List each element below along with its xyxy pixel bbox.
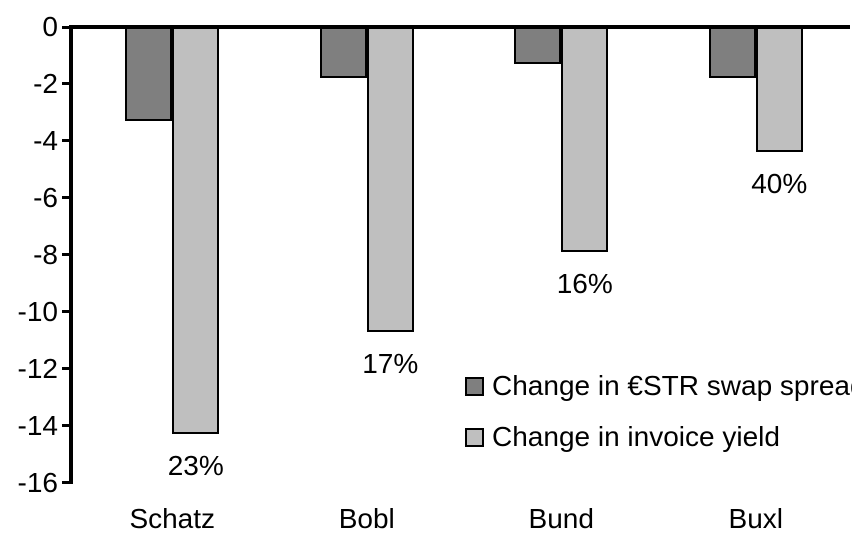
y-axis-tick [62,25,69,29]
y-axis-tick [62,139,69,143]
y-axis-tick-label: -2 [33,67,58,99]
y-axis-tick [62,424,69,428]
y-axis-tick [62,367,69,371]
bar-buxl-invoice-yield [755,27,803,153]
legend-swatch-swap-spread-icon [465,376,484,396]
legend-label-invoice-yield: Change in invoice yield [492,421,780,452]
zero-axis-line [69,25,850,29]
y-axis-tick-label: -6 [33,181,58,213]
category-label-bund: Bund [528,503,594,534]
y-axis-tick-label: -12 [17,352,58,384]
bar-bund-swap-spread [514,27,562,65]
y-axis-tick-label: 0 [42,11,58,42]
bar-value-label-bobl: 17% [362,347,419,379]
y-axis-tick-label: -16 [17,466,58,498]
category-label-bobl: Bobl [338,503,395,534]
bar-value-label-bund: 16% [556,267,613,299]
y-axis-tick [62,481,69,485]
y-axis-tick-label: -14 [17,409,58,441]
y-axis-line [69,25,73,485]
legend-item-invoice-yield: Change in invoice yield [465,423,852,451]
legend: Change in €STR swap spread Change in inv… [465,372,852,474]
y-axis-tick [62,196,69,200]
bar-value-label-schatz: 23% [167,450,224,482]
category-label-schatz: Schatz [129,503,216,534]
y-axis-tick-label: -8 [33,238,58,270]
y-axis-tick-label: -4 [33,124,58,156]
y-axis-tick [62,310,69,314]
legend-swatch-invoice-yield-icon [465,427,484,447]
legend-label-swap-spread: Change in €STR swap spread [492,370,852,401]
bar-value-label-buxl: 40% [751,168,808,200]
y-axis-tick [62,82,69,86]
bar-schatz-swap-spread [125,27,173,121]
bar-bobl-invoice-yield [366,27,414,332]
bar-bund-invoice-yield [561,27,609,252]
bar-schatz-invoice-yield [172,27,220,435]
bar-bobl-swap-spread [319,27,367,79]
category-label-buxl: Buxl [728,503,783,534]
bar-buxl-swap-spread [708,27,756,79]
y-axis-tick [62,253,69,257]
y-axis-tick-label: -10 [17,295,58,327]
legend-item-swap-spread: Change in €STR swap spread [465,372,852,400]
